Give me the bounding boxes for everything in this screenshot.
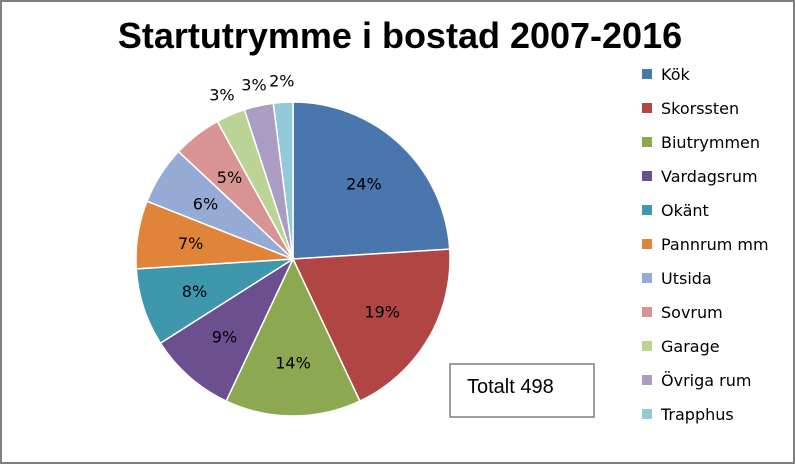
legend-item: Utsida — [642, 269, 712, 288]
legend-item: Biutrymmen — [642, 133, 760, 152]
pie-slice — [225, 257, 361, 417]
chart-title: Startutrymme i bostad 2007-2016 — [118, 15, 682, 56]
legend-swatch — [642, 307, 652, 317]
pie-slices — [135, 101, 451, 417]
legend-item: Övriga rum — [642, 371, 751, 390]
legend-swatch — [642, 375, 652, 385]
legend-item: Pannrum mm — [642, 235, 769, 254]
data-label: 5% — [217, 168, 242, 187]
data-label: 19% — [364, 303, 400, 322]
data-label: 7% — [178, 234, 203, 253]
legend-item: Skorssten — [642, 99, 739, 118]
data-label: 14% — [275, 354, 311, 373]
legend-item: Garage — [642, 337, 720, 356]
legend-label: Biutrymmen — [661, 133, 760, 152]
total-text: Totalt 498 — [467, 376, 554, 398]
legend-label: Garage — [661, 337, 720, 356]
legend-label: Kök — [661, 65, 690, 84]
legend-swatch — [642, 409, 652, 419]
legend-label: Skorssten — [661, 99, 739, 118]
legend-label: Övriga rum — [661, 371, 751, 390]
legend-swatch — [642, 69, 652, 79]
legend-label: Vardagsrum — [661, 167, 758, 186]
data-label: 8% — [182, 282, 207, 301]
data-label: 6% — [193, 195, 218, 214]
legend-label: Trapphus — [660, 405, 734, 424]
pie-slice — [292, 101, 451, 260]
legend-label: Sovrum — [661, 303, 723, 322]
legend: Kök Skorssten Biutrymmen Vardagsrum Okänt Pan… — [642, 65, 769, 424]
legend-label: Okänt — [661, 201, 709, 220]
legend-swatch — [642, 171, 652, 181]
legend-swatch — [642, 205, 652, 215]
legend-label: Utsida — [661, 269, 712, 288]
data-label: 24% — [346, 175, 382, 194]
legend-item: Sovrum — [642, 303, 723, 322]
data-label: 3% — [209, 86, 234, 105]
legend-swatch — [642, 137, 652, 147]
total-box: Totalt 498 — [449, 363, 595, 418]
legend-swatch — [642, 341, 652, 351]
legend-swatch — [642, 273, 652, 283]
legend-item: Vardagsrum — [642, 167, 758, 186]
pie-slice — [272, 101, 294, 260]
pie-labels: 24%19%14%9%8%7%6%5%3%3% 2% — [178, 71, 400, 372]
legend-item: Trapphus — [642, 405, 734, 424]
legend-swatch — [642, 239, 652, 249]
pie-slice — [291, 248, 451, 403]
pie-slice — [159, 256, 295, 403]
data-label: 3% — [241, 75, 266, 94]
legend-item: Kök — [642, 65, 690, 84]
legend-item: Okänt — [642, 201, 709, 220]
total-box-border — [449, 363, 595, 418]
legend-label: Pannrum mm — [661, 235, 769, 254]
data-label: 2% — [269, 71, 294, 90]
legend-swatch — [642, 103, 652, 113]
data-label: 9% — [212, 328, 237, 347]
